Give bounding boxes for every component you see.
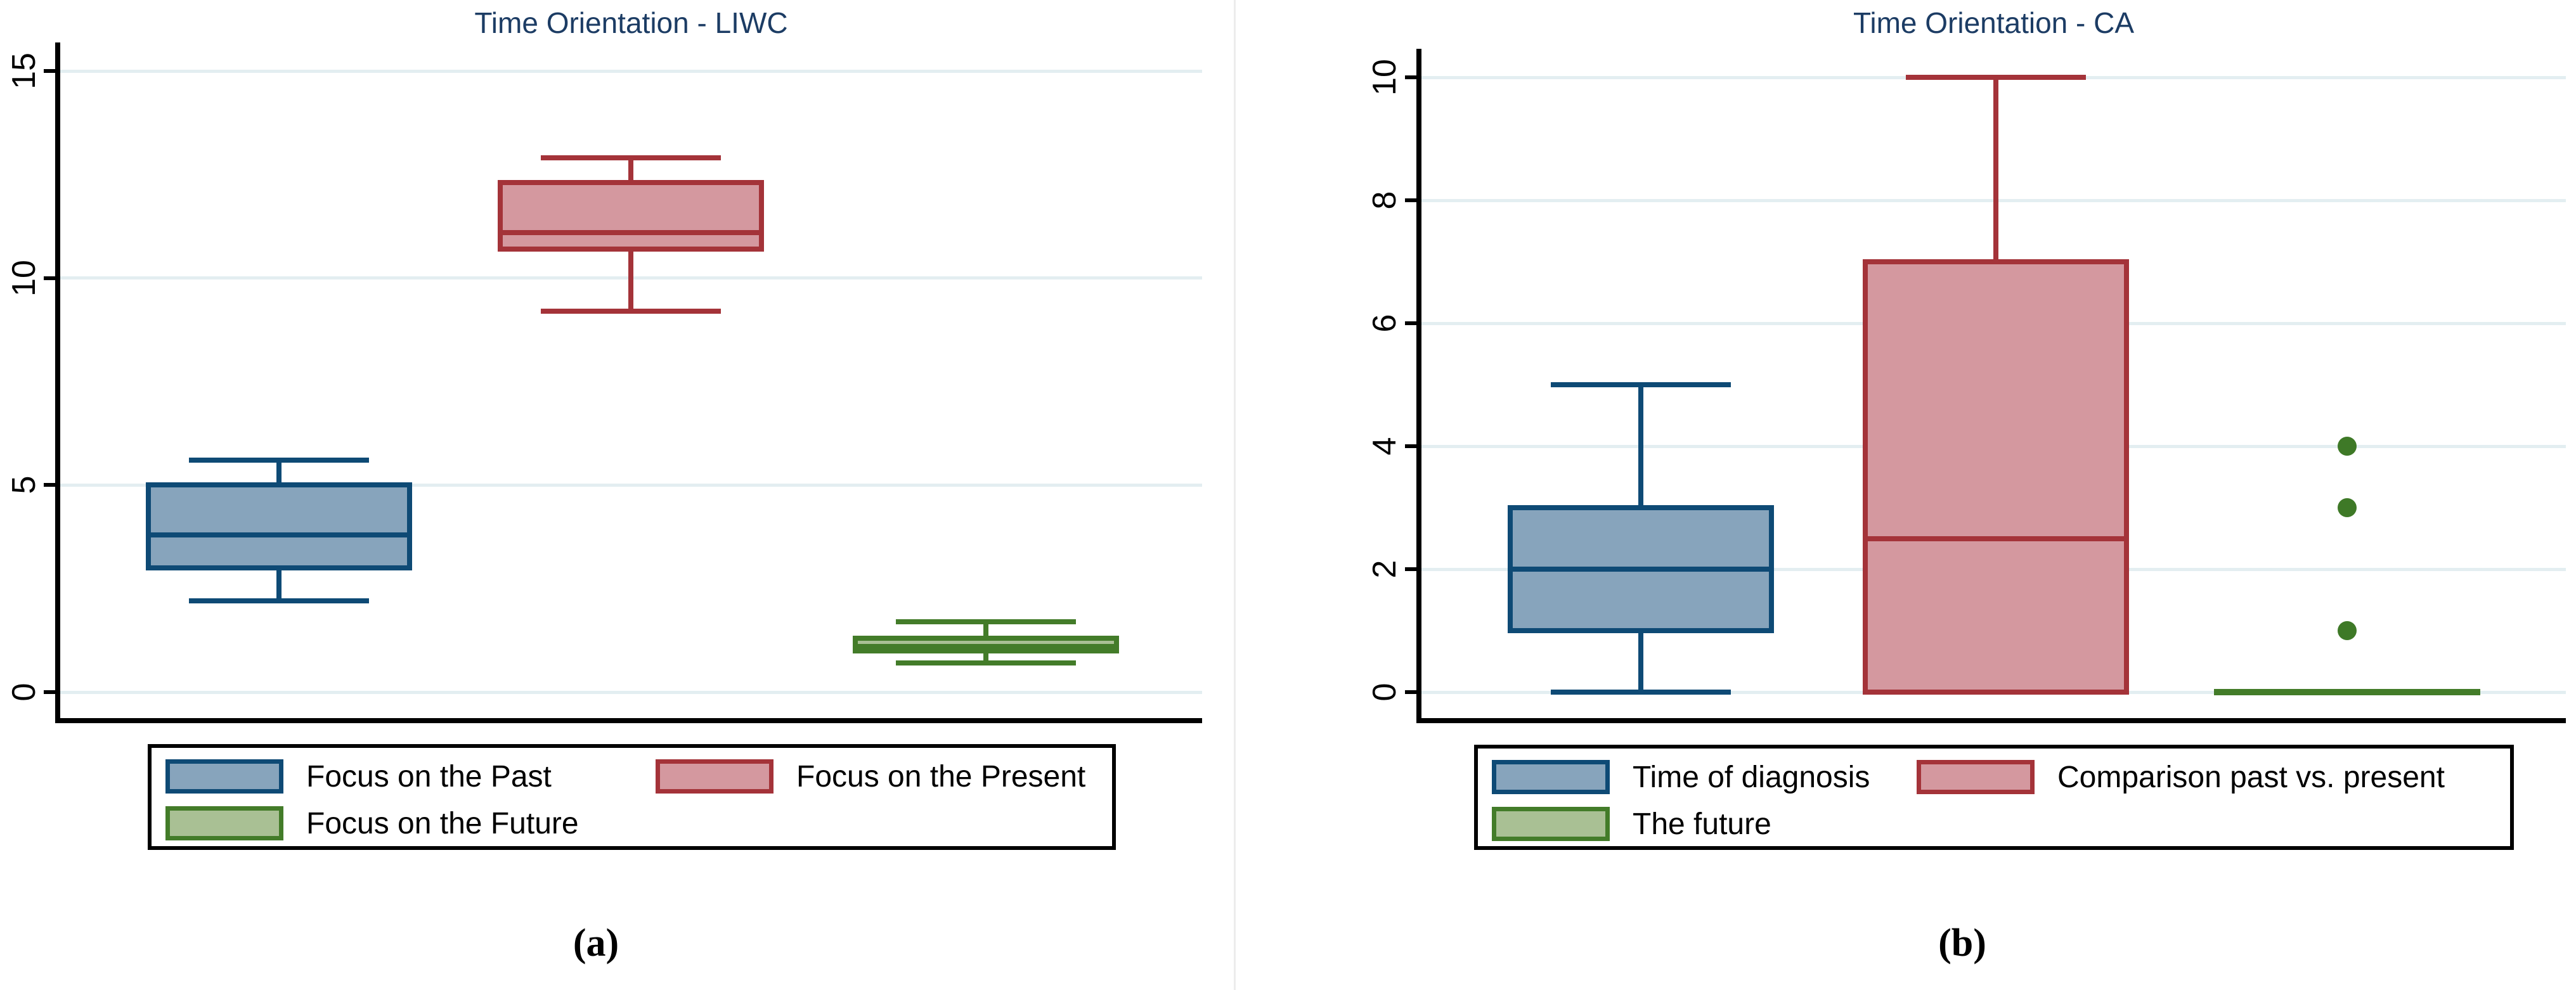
- whisker-cap: [189, 458, 369, 463]
- median-line: [858, 644, 1114, 650]
- whisker-stem: [983, 621, 988, 639]
- tick-mark: [1405, 75, 1421, 79]
- tick-label: 2: [1366, 560, 1403, 579]
- x-axis: [55, 718, 1202, 723]
- whisker-stem: [276, 460, 282, 485]
- whisker-cap: [189, 598, 369, 604]
- tick-label: 6: [1366, 314, 1403, 333]
- whisker-stem: [1993, 77, 1998, 262]
- whisker-cap: [541, 308, 721, 314]
- whisker-stem: [628, 248, 633, 311]
- tick-mark: [44, 690, 60, 694]
- tick-label: 4: [1366, 437, 1403, 456]
- panel-a-caption: (a): [573, 922, 619, 965]
- box-focus-on-the-past: [146, 482, 412, 570]
- tick-mark: [44, 69, 60, 73]
- gridline: [60, 690, 1202, 694]
- tick-mark: [44, 483, 60, 487]
- tick-label: 10: [1366, 59, 1403, 96]
- outlier-dot: [2338, 498, 2357, 517]
- legend-swatch: [165, 806, 283, 840]
- tick-mark: [1405, 444, 1421, 448]
- median-line: [151, 532, 407, 537]
- tick-mark: [44, 276, 60, 280]
- whisker-stem: [983, 650, 988, 664]
- panel-divider: [1234, 0, 1236, 990]
- gridline: [60, 483, 1202, 487]
- y-axis: [55, 42, 60, 723]
- legend-label: The future: [1633, 807, 1771, 841]
- panel-b-caption: (b): [1938, 922, 1986, 965]
- legend-swatch: [1492, 807, 1610, 841]
- tick-mark: [1405, 321, 1421, 325]
- whisker-cap: [896, 660, 1076, 666]
- tick-mark: [1405, 567, 1421, 571]
- outlier-dot: [2338, 437, 2357, 456]
- panel-b-legend: Time of diagnosis Comparison past vs. pre…: [1474, 745, 2514, 850]
- whisker-stem: [1638, 631, 1643, 692]
- box-the-future: [2214, 689, 2480, 695]
- box-focus-on-the-present: [498, 180, 764, 252]
- tick-label: 8: [1366, 191, 1403, 210]
- panel-b-title: Time Orientation - CA: [1853, 6, 2135, 39]
- whisker-cap: [1551, 382, 1731, 387]
- whisker-cap: [896, 619, 1076, 624]
- median-line: [1868, 536, 2124, 541]
- legend-label: Time of diagnosis: [1633, 760, 1870, 794]
- whisker-cap: [541, 155, 721, 161]
- legend-label: Focus on the Past: [306, 759, 552, 794]
- whisker-cap: [1906, 75, 2086, 80]
- whisker-stem: [1638, 385, 1643, 508]
- whisker-cap: [1551, 690, 1731, 695]
- whisker-stem: [276, 568, 282, 601]
- median-line: [1513, 567, 1769, 572]
- gridline: [60, 69, 1202, 73]
- legend-swatch: [656, 759, 773, 794]
- legend-swatch: [165, 759, 283, 794]
- whisker-stem: [628, 158, 633, 183]
- panel-a-legend: Focus on the Past Focus on the Present Foc…: [148, 744, 1116, 850]
- legend-label: Focus on the Future: [306, 806, 579, 840]
- legend-swatch: [1492, 760, 1610, 794]
- legend-label: Focus on the Present: [796, 759, 1086, 794]
- median-line: [503, 229, 759, 235]
- legend-swatch: [1917, 760, 2035, 794]
- legend-label: Comparison past vs. present: [2057, 760, 2445, 794]
- tick-label: 0: [1366, 683, 1403, 702]
- x-axis: [1416, 718, 2566, 723]
- box-comparison-past-vs-present: [1863, 259, 2129, 695]
- y-axis: [1416, 49, 1421, 723]
- panel-a-title: Time Orientation - LIWC: [474, 6, 788, 39]
- tick-mark: [1405, 690, 1421, 694]
- outlier-dot: [2338, 621, 2357, 640]
- tick-mark: [1405, 198, 1421, 202]
